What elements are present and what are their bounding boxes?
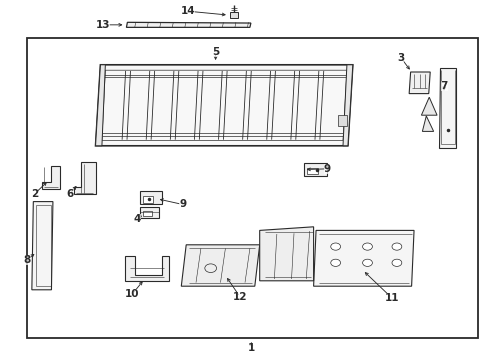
Bar bbox=[143, 196, 153, 203]
Polygon shape bbox=[126, 22, 251, 27]
Polygon shape bbox=[125, 256, 169, 281]
Bar bbox=[338, 115, 347, 126]
Polygon shape bbox=[96, 65, 105, 146]
Bar bbox=[140, 191, 162, 204]
Text: 7: 7 bbox=[441, 81, 448, 91]
Polygon shape bbox=[96, 65, 353, 146]
Text: 5: 5 bbox=[212, 47, 219, 57]
Polygon shape bbox=[42, 166, 60, 189]
Text: 11: 11 bbox=[385, 293, 399, 303]
Text: 6: 6 bbox=[67, 189, 74, 199]
Text: 3: 3 bbox=[397, 53, 404, 63]
Text: 13: 13 bbox=[96, 20, 110, 30]
Bar bbox=[143, 211, 152, 216]
Circle shape bbox=[331, 243, 341, 250]
Bar bbox=[230, 12, 238, 18]
Circle shape bbox=[363, 259, 372, 266]
Text: 8: 8 bbox=[24, 255, 30, 265]
Bar bbox=[307, 168, 318, 174]
Polygon shape bbox=[181, 245, 260, 286]
Bar bbox=[27, 38, 478, 338]
Text: 12: 12 bbox=[233, 292, 247, 302]
Text: 9: 9 bbox=[179, 199, 186, 210]
Circle shape bbox=[331, 259, 341, 266]
Circle shape bbox=[392, 259, 402, 266]
Text: 4: 4 bbox=[133, 213, 141, 224]
Polygon shape bbox=[422, 116, 434, 131]
Polygon shape bbox=[409, 72, 430, 94]
Polygon shape bbox=[260, 227, 314, 281]
Bar bbox=[140, 207, 159, 218]
Text: 14: 14 bbox=[180, 6, 195, 16]
Bar bbox=[304, 163, 327, 176]
Text: 2: 2 bbox=[31, 189, 38, 199]
Polygon shape bbox=[74, 162, 96, 194]
Polygon shape bbox=[421, 97, 437, 115]
Polygon shape bbox=[314, 230, 414, 286]
Text: 9: 9 bbox=[324, 164, 331, 174]
Polygon shape bbox=[343, 65, 353, 146]
Text: 1: 1 bbox=[248, 343, 255, 354]
Circle shape bbox=[392, 243, 402, 250]
Polygon shape bbox=[439, 68, 456, 148]
Polygon shape bbox=[32, 202, 53, 290]
Circle shape bbox=[363, 243, 372, 250]
Text: 10: 10 bbox=[125, 289, 140, 299]
